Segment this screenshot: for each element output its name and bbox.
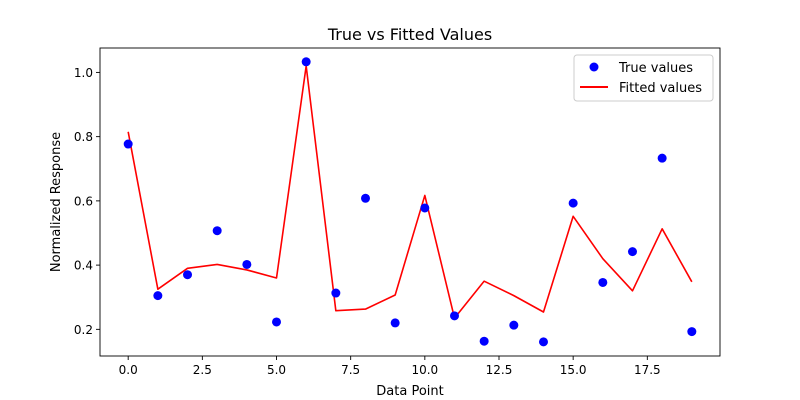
true-value-point xyxy=(123,139,133,149)
legend-fitted-values-label: Fitted values xyxy=(619,81,702,96)
true-value-point xyxy=(479,336,489,346)
y-tick-label: 0.2 xyxy=(74,323,93,337)
true-value-point xyxy=(687,327,697,337)
x-axis-label: Data Point xyxy=(376,384,443,399)
legend-frame xyxy=(573,54,714,102)
true-value-point xyxy=(331,288,341,298)
axes: 0.0 2.5 5.0 7.5 10.0 12.5 15.0 17.5 0.2 0.4 0.6 0.8… xyxy=(74,47,721,377)
axes-frame xyxy=(99,47,721,357)
y-tick-label: 0.8 xyxy=(74,130,93,144)
y-tick-label: 0.4 xyxy=(74,259,93,273)
x-tick-label: 17.5 xyxy=(634,363,661,377)
x-tick-label: 15.0 xyxy=(560,363,587,377)
true-value-point xyxy=(242,259,252,269)
true-value-point xyxy=(538,337,548,347)
true-value-point xyxy=(657,153,667,163)
y-tick-label: 1.0 xyxy=(74,66,93,80)
true-value-point xyxy=(627,247,637,257)
x-tick-label: 7.5 xyxy=(341,363,360,377)
legend-true-values-marker xyxy=(589,62,599,72)
true-value-point xyxy=(598,277,608,287)
true-value-point xyxy=(420,203,430,213)
plot-marks xyxy=(123,57,697,347)
legend: True values Fitted values xyxy=(573,54,714,102)
true-value-point xyxy=(568,198,578,208)
true-value-point xyxy=(390,318,400,328)
true-value-point xyxy=(153,291,163,301)
x-tick-label: 10.0 xyxy=(411,363,438,377)
x-tick-label: 2.5 xyxy=(193,363,212,377)
true-value-point xyxy=(183,270,193,280)
x-tick-label: 0.0 xyxy=(119,363,138,377)
y-axis-label: Normalized Response xyxy=(49,132,64,272)
true-value-point xyxy=(212,226,222,236)
true-value-point xyxy=(361,193,370,203)
x-tick-label: 5.0 xyxy=(267,363,286,377)
true-value-point xyxy=(272,317,282,327)
y-tick-label: 0.6 xyxy=(74,194,93,208)
chart-title: True vs Fitted Values xyxy=(327,25,492,44)
x-tick-label: 12.5 xyxy=(486,363,513,377)
true-value-point xyxy=(301,57,311,67)
fitted-values-line xyxy=(127,65,693,319)
true-value-point xyxy=(450,311,459,321)
legend-true-values-label: True values xyxy=(618,61,693,76)
true-value-point xyxy=(509,320,519,330)
